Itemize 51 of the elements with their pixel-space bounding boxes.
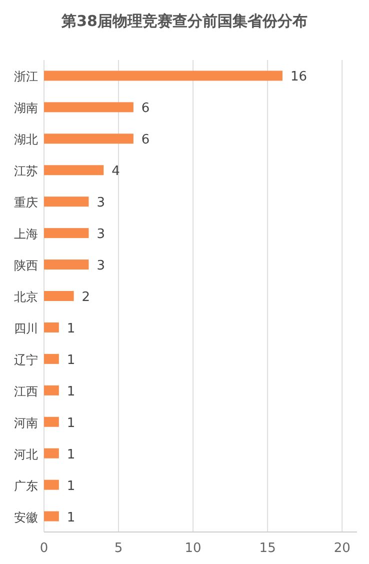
x-tick-label: 15 bbox=[259, 541, 276, 556]
y-tick-label: 河南 bbox=[14, 416, 38, 430]
data-label: 6 bbox=[141, 132, 150, 148]
data-label: 1 bbox=[66, 321, 76, 336]
bar bbox=[44, 448, 59, 458]
y-tick-label: 湖南 bbox=[14, 101, 38, 116]
y-tick-label: 北京 bbox=[14, 290, 38, 304]
y-tick-label: 江苏 bbox=[14, 164, 38, 178]
bar bbox=[44, 291, 74, 301]
bar bbox=[44, 322, 59, 332]
y-tick-label: 辽宁 bbox=[14, 352, 38, 367]
data-label: 3 bbox=[96, 227, 105, 242]
bar bbox=[44, 228, 89, 238]
bar bbox=[44, 416, 59, 427]
chart-title: 第38届物理竞赛查分前国集省份分布 bbox=[60, 12, 308, 30]
y-tick-label: 重庆 bbox=[14, 196, 38, 210]
data-label: 2 bbox=[82, 290, 90, 305]
data-label: 1 bbox=[66, 416, 76, 431]
x-tick-label: 20 bbox=[334, 541, 350, 556]
x-tick-label: 10 bbox=[184, 541, 202, 556]
data-label: 1 bbox=[66, 352, 76, 368]
data-label: 1 bbox=[66, 384, 76, 400]
x-tick-label: 5 bbox=[114, 541, 123, 556]
y-tick-label: 四川 bbox=[14, 321, 38, 336]
y-tick-label: 陕西 bbox=[14, 258, 38, 273]
bar bbox=[44, 102, 134, 112]
bar bbox=[44, 196, 89, 207]
y-tick-label: 浙江 bbox=[14, 70, 38, 84]
bar bbox=[44, 134, 134, 144]
bar bbox=[44, 480, 59, 490]
data-label: 3 bbox=[96, 258, 105, 274]
bar bbox=[44, 511, 59, 522]
y-tick-label: 安徽 bbox=[14, 510, 38, 524]
y-tick-label: 广东 bbox=[14, 478, 38, 493]
bar bbox=[44, 385, 59, 396]
data-label: 4 bbox=[112, 164, 120, 180]
data-label: 1 bbox=[66, 447, 76, 462]
data-label: 16 bbox=[290, 70, 308, 85]
y-tick-label: 湖北 bbox=[14, 132, 38, 147]
y-tick-label: 河北 bbox=[14, 447, 38, 462]
bar bbox=[44, 70, 282, 81]
bar bbox=[44, 354, 59, 364]
bar bbox=[44, 165, 104, 176]
data-label: 3 bbox=[96, 196, 105, 211]
y-tick-label: 江西 bbox=[14, 384, 38, 398]
bar bbox=[44, 260, 89, 270]
y-tick-label: 上海 bbox=[14, 227, 38, 242]
data-label: 1 bbox=[66, 478, 76, 494]
x-tick-label: 0 bbox=[40, 541, 48, 556]
data-label: 1 bbox=[66, 510, 76, 526]
data-label: 6 bbox=[141, 101, 150, 116]
